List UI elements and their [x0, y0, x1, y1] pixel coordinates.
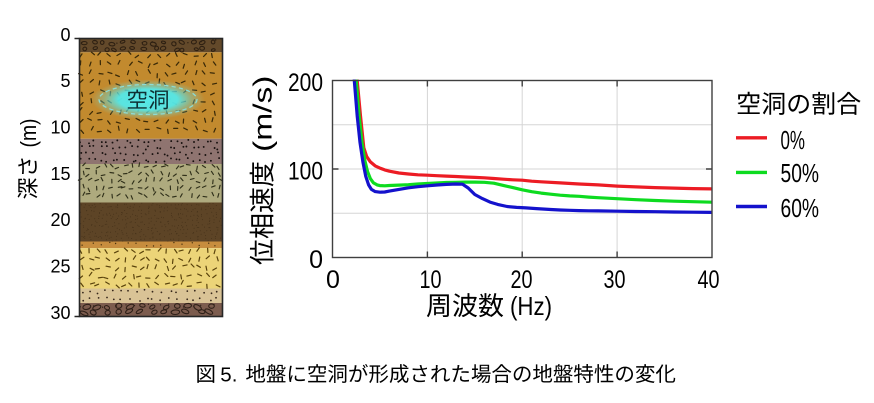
svg-text:10: 10 — [50, 117, 70, 137]
svg-text:50%: 50% — [781, 160, 820, 188]
svg-text:100: 100 — [288, 158, 323, 186]
svg-text:(m): (m) — [16, 119, 41, 148]
svg-text:200: 200 — [288, 69, 323, 97]
svg-text:25: 25 — [50, 256, 70, 276]
svg-text:5.: 5. — [220, 363, 237, 386]
svg-text:(m/s): (m/s) — [248, 76, 278, 153]
svg-text:0: 0 — [326, 266, 340, 294]
svg-text:10: 10 — [420, 266, 442, 294]
svg-text:0%: 0% — [781, 127, 806, 155]
svg-text:0: 0 — [309, 246, 323, 274]
svg-text:15: 15 — [50, 164, 70, 184]
svg-text:40: 40 — [698, 266, 720, 294]
svg-text:20: 20 — [50, 210, 70, 230]
svg-text:30: 30 — [604, 266, 626, 294]
svg-text:5: 5 — [60, 71, 70, 91]
svg-text:30: 30 — [50, 303, 70, 323]
svg-text:60%: 60% — [781, 195, 820, 223]
svg-text:20: 20 — [511, 266, 533, 294]
svg-text:(Hz): (Hz) — [510, 291, 552, 321]
svg-text:0: 0 — [60, 25, 70, 45]
